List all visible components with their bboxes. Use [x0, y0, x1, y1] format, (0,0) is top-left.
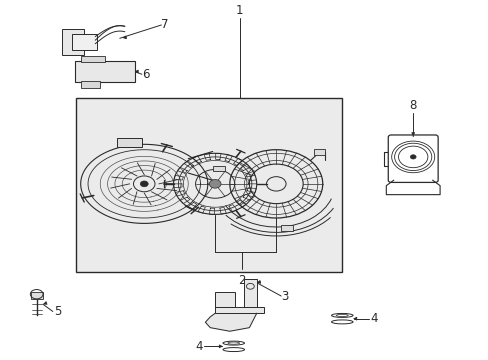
Bar [81, 56, 105, 62]
Text: 2: 2 [238, 274, 245, 287]
Bar [76, 98, 342, 272]
Text: 6: 6 [142, 68, 149, 81]
FancyBboxPatch shape [75, 61, 135, 82]
Bar [31, 292, 42, 299]
Bar [81, 81, 100, 88]
Bar [244, 279, 256, 313]
Text: 8: 8 [408, 99, 416, 112]
Text: 7: 7 [161, 18, 168, 31]
Circle shape [140, 181, 148, 187]
Bar [213, 166, 224, 171]
Bar [331, 315, 352, 322]
Bar [215, 307, 264, 313]
Text: 4: 4 [195, 340, 203, 353]
Text: 5: 5 [54, 305, 61, 318]
Polygon shape [205, 313, 256, 331]
FancyBboxPatch shape [72, 33, 97, 50]
Bar [313, 149, 325, 155]
Text: 3: 3 [281, 289, 288, 302]
Circle shape [409, 155, 415, 159]
FancyBboxPatch shape [387, 135, 437, 183]
Bar [215, 292, 234, 307]
Text: 4: 4 [370, 312, 377, 325]
Text: 1: 1 [235, 4, 243, 17]
FancyBboxPatch shape [62, 29, 83, 55]
Circle shape [209, 180, 221, 188]
Bar [223, 343, 244, 350]
Bar [117, 138, 142, 147]
Bar [281, 225, 292, 231]
Polygon shape [386, 180, 439, 195]
